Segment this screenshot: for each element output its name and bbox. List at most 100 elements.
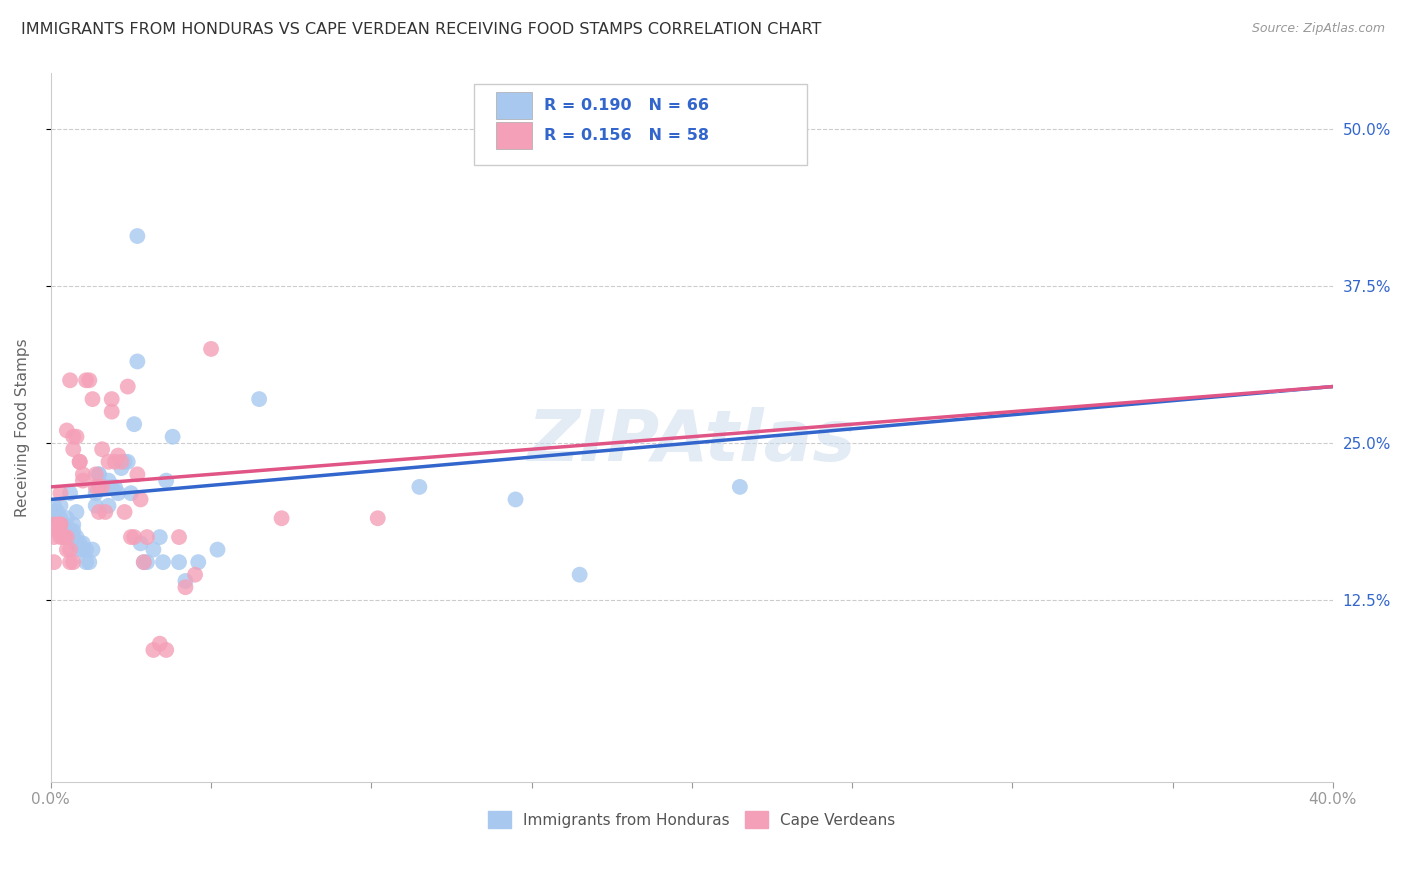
Point (200, 342, 222, 356)
Text: IMMIGRANTS FROM HONDURAS VS CAPE VERDEAN RECEIVING FOOD STAMPS CORRELATION CHART: IMMIGRANTS FROM HONDURAS VS CAPE VERDEAN… (21, 22, 821, 37)
Point (59, 524, 82, 538)
Point (136, 555, 159, 569)
Point (114, 505, 136, 519)
Point (568, 567, 591, 582)
Point (91, 480, 114, 494)
Text: R = 0.156   N = 58: R = 0.156 N = 58 (544, 128, 710, 143)
Point (49, 530, 72, 544)
Point (167, 555, 190, 569)
Point (94, 505, 117, 519)
Point (127, 467, 149, 482)
Point (69, 536, 91, 550)
Point (62, 530, 84, 544)
Point (46, 511, 69, 525)
Point (52, 517, 75, 532)
Point (110, 461, 132, 475)
Point (42, 517, 65, 532)
Point (42, 530, 65, 544)
Point (46, 517, 69, 532)
Point (149, 530, 172, 544)
Point (56, 530, 79, 544)
Legend: Immigrants from Honduras, Cape Verdeans: Immigrants from Honduras, Cape Verdeans (482, 805, 901, 834)
Point (107, 449, 129, 463)
Point (52, 530, 75, 544)
Point (42, 499, 65, 513)
Point (69, 455, 91, 469)
Bar (496, 92, 531, 119)
Point (75, 542, 97, 557)
Point (42, 505, 65, 519)
Point (87, 467, 110, 482)
Point (107, 486, 129, 500)
Point (122, 417, 145, 432)
Point (69, 455, 91, 469)
Point (100, 392, 122, 406)
Text: R = 0.190   N = 66: R = 0.190 N = 66 (544, 98, 710, 113)
Point (84, 467, 107, 482)
Point (122, 530, 145, 544)
Point (117, 455, 139, 469)
Point (162, 430, 184, 444)
Point (46, 524, 69, 538)
Point (187, 555, 209, 569)
Point (79, 555, 101, 569)
Point (104, 480, 127, 494)
Point (91, 480, 114, 494)
Point (132, 555, 155, 569)
Point (69, 542, 91, 557)
Point (59, 373, 82, 387)
Point (367, 511, 389, 525)
Point (52, 530, 75, 544)
Point (62, 524, 84, 538)
Point (62, 442, 84, 457)
Point (49, 486, 72, 500)
Point (62, 430, 84, 444)
Point (56, 524, 79, 538)
Point (129, 536, 152, 550)
Point (174, 574, 197, 588)
Point (72, 536, 94, 550)
Point (59, 486, 82, 500)
Point (87, 480, 110, 494)
Point (49, 517, 72, 532)
Point (56, 511, 79, 525)
Point (728, 480, 751, 494)
Point (59, 555, 82, 569)
Point (87, 467, 110, 482)
Point (49, 499, 72, 513)
Point (142, 542, 165, 557)
Point (82, 542, 104, 557)
Point (127, 354, 149, 368)
Point (136, 530, 159, 544)
Point (114, 455, 136, 469)
Point (72, 467, 94, 482)
Point (59, 542, 82, 557)
Point (505, 492, 527, 507)
Point (142, 643, 165, 657)
Point (87, 505, 110, 519)
Point (49, 511, 72, 525)
Bar (496, 122, 531, 149)
Point (46, 505, 69, 519)
Point (49, 517, 72, 532)
Point (56, 542, 79, 557)
Point (155, 474, 177, 488)
Point (207, 542, 229, 557)
Point (84, 486, 107, 500)
Point (49, 517, 72, 532)
Point (52, 524, 75, 538)
Point (65, 505, 87, 519)
Point (94, 480, 117, 494)
Point (75, 555, 97, 569)
Point (120, 530, 142, 544)
Point (46, 517, 69, 532)
Point (84, 499, 107, 513)
Point (65, 530, 87, 544)
Point (129, 492, 152, 507)
Point (82, 392, 104, 406)
Point (127, 229, 149, 244)
Point (408, 480, 430, 494)
Point (155, 643, 177, 657)
Point (97, 474, 120, 488)
Point (91, 442, 114, 457)
